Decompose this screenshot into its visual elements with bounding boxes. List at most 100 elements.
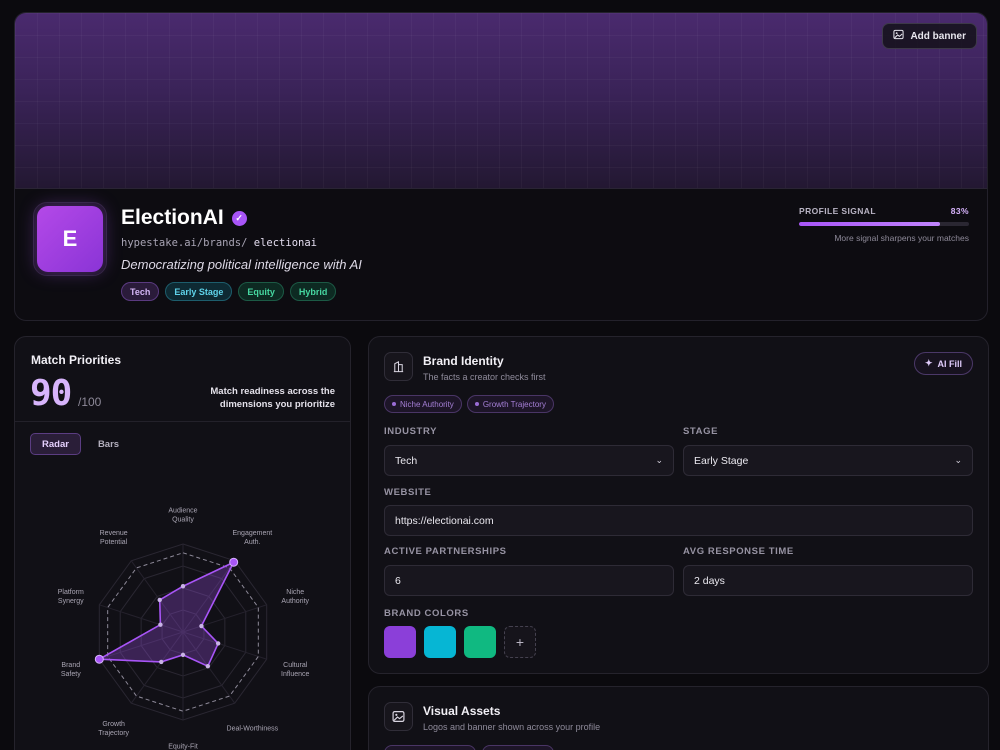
- radar-axis-label: Growth Trajectory: [98, 721, 129, 737]
- match-score-max: /100: [78, 395, 102, 409]
- radar-axis-label: Equity-FitScore: [168, 744, 198, 750]
- brand-title: ElectionAI ✓: [121, 206, 247, 230]
- stage-label: STAGE: [683, 426, 719, 437]
- radar-spoke: [182, 604, 267, 633]
- radar-point: [180, 584, 186, 589]
- profile-signal: PROFILE SIGNAL 83% More signal sharpens …: [799, 206, 969, 243]
- signal-label: PROFILE SIGNAL: [799, 206, 876, 216]
- radar-axis-label: Audience Quality: [168, 508, 197, 524]
- signal-note: More signal sharpens your matches: [834, 233, 969, 243]
- radar-axis-label: Niche Authority: [281, 589, 309, 605]
- chip-growth-trajectory: Growth Trajectory: [466, 395, 554, 413]
- radar-point: [159, 659, 164, 665]
- profile-banner: [15, 13, 987, 189]
- add-banner-label: Add banner: [910, 30, 966, 42]
- radar-axis-label: Revenue Potential: [100, 530, 128, 546]
- partnerships-label: ACTIVE PARTNERSHIPS: [384, 546, 507, 557]
- radar-axis-label: Brand Safety: [61, 662, 81, 678]
- industry-value: Tech: [395, 454, 418, 467]
- sparkle-icon: ✦: [924, 358, 933, 368]
- radar-target-outline: [107, 552, 259, 712]
- radar-spoke: [130, 631, 184, 704]
- signal-value: 83%: [950, 206, 969, 216]
- response-time-input[interactable]: 2 days: [683, 565, 973, 596]
- brand-tagline: Democratizing political intelligence wit…: [121, 257, 362, 272]
- brand-handle: hypestake.ai/brands/ electionai: [121, 237, 317, 249]
- asset-buttons: [384, 745, 554, 750]
- tag-deal-type: Equity: [238, 282, 284, 301]
- handle-prefix: hypestake.ai/brands/: [121, 237, 248, 249]
- partnerships-input[interactable]: 6: [384, 565, 674, 596]
- tag-work-mode: Hybrid: [289, 282, 337, 301]
- brand-name: ElectionAI: [121, 206, 224, 229]
- radar-spoke: [99, 631, 184, 660]
- response-time-label: AVG RESPONSE TIME: [683, 546, 794, 557]
- match-priorities-card: Match Priorities 90 /100 Match readiness…: [14, 336, 351, 750]
- stage-value: Early Stage: [694, 454, 749, 467]
- identity-title: Brand Identity: [423, 354, 504, 368]
- divider: [15, 421, 350, 422]
- tab-bars[interactable]: Bars: [97, 438, 120, 450]
- tag-industry: Tech: [121, 282, 160, 301]
- priority-chips: Niche Authority Growth Trajectory: [384, 395, 554, 413]
- radar-chart: Audience Quality Engagement Auth. Niche Autho…: [58, 508, 310, 750]
- partnerships-value: 6: [395, 574, 401, 587]
- color-swatch-purple[interactable]: [384, 626, 416, 658]
- radar-axis-label: Cultural Influence: [281, 662, 310, 678]
- radar-axis-label: Engagement Auth.: [233, 530, 273, 546]
- assets-subtitle: Logos and banner shown across your profi…: [423, 722, 601, 732]
- signal-progress-fill: [799, 222, 941, 226]
- industry-label: INDUSTRY: [384, 426, 438, 437]
- add-banner-button[interactable]: Add banner: [882, 23, 977, 49]
- tag-stage: Early Stage: [165, 282, 233, 301]
- radar-axis-label: Deal-Worthiness: [227, 725, 279, 732]
- add-color-button[interactable]: +: [504, 626, 536, 658]
- website-input[interactable]: https://electionai.com: [384, 505, 973, 536]
- chip-niche-authority: Niche Authority: [384, 395, 462, 413]
- match-score: 90: [30, 373, 72, 414]
- asset-button-banner[interactable]: [482, 745, 554, 750]
- match-title: Match Priorities: [31, 353, 122, 367]
- brand-colors-label: BRAND COLORS: [384, 608, 469, 619]
- tab-radar[interactable]: Radar: [30, 433, 81, 455]
- radar-point: [199, 623, 204, 629]
- chip-label: Niche Authority: [400, 399, 454, 409]
- chip-dot-icon: [474, 402, 479, 406]
- radar-point: [94, 654, 104, 664]
- radar-spoke: [99, 604, 184, 633]
- radar-point: [157, 597, 162, 603]
- handle-slug[interactable]: electionai: [253, 237, 317, 249]
- image-icon: [384, 702, 413, 731]
- website-value: https://electionai.com: [395, 514, 494, 527]
- assets-title: Visual Assets: [423, 704, 501, 718]
- brand-identity-card: Brand Identity The facts a creator check…: [368, 336, 989, 674]
- avatar-letter: E: [37, 206, 103, 272]
- chevron-down-icon: ⌄: [655, 455, 663, 465]
- color-swatch-cyan[interactable]: [424, 626, 456, 658]
- image-icon: [893, 29, 905, 43]
- brand-avatar[interactable]: E: [33, 202, 107, 276]
- brand-color-swatches: +: [384, 626, 536, 658]
- chip-dot-icon: [392, 402, 396, 406]
- brand-tags: Tech Early Stage Equity Hybrid: [121, 282, 337, 301]
- radar-spoke: [182, 560, 236, 633]
- view-toggle: Radar Bars: [30, 433, 130, 455]
- color-swatch-green[interactable]: [464, 626, 496, 658]
- verified-badge-icon: ✓: [231, 210, 247, 226]
- signal-progress-bar: [799, 222, 969, 226]
- profile-header-card: Add banner E ElectionAI ✓ hypestake.ai/b…: [14, 12, 988, 321]
- visual-assets-card: Visual Assets Logos and banner shown acr…: [368, 686, 989, 750]
- website-label: WEBSITE: [384, 487, 432, 498]
- identity-subtitle: The facts a creator checks first: [423, 372, 546, 382]
- stage-select[interactable]: Early Stage ⌄: [683, 445, 973, 476]
- radar-axis-label: Platform Synergy: [58, 589, 84, 605]
- radar-spoke: [130, 560, 184, 633]
- industry-select[interactable]: Tech ⌄: [384, 445, 674, 476]
- ai-fill-button[interactable]: ✦ AI Fill: [913, 352, 973, 375]
- match-readiness-text: Match readiness across the dimensions yo…: [210, 386, 335, 410]
- asset-button-logo[interactable]: [384, 745, 476, 750]
- radar-point: [229, 557, 239, 567]
- chevron-down-icon: ⌄: [954, 455, 962, 465]
- chip-label: Growth Trajectory: [482, 399, 546, 409]
